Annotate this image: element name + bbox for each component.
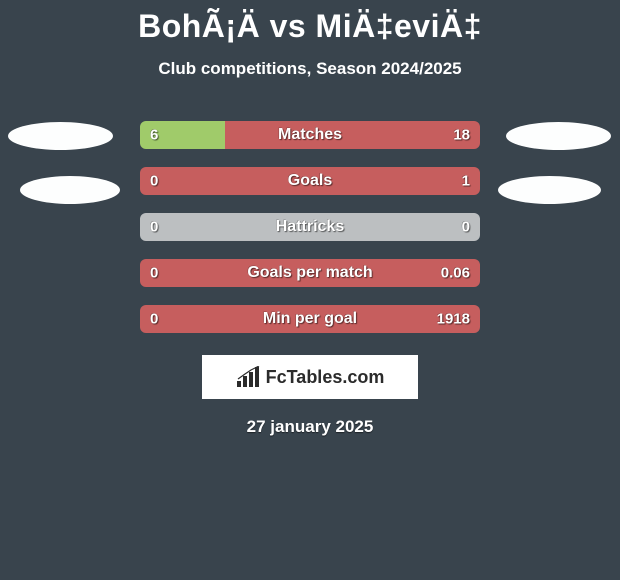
logo: FcTables.com <box>236 366 385 388</box>
stat-seg-right <box>140 259 480 287</box>
stat-value-left: 0 <box>150 173 158 190</box>
page-title: BohÃ¡Ä vs MiÄ‡eviÄ‡ <box>0 0 620 45</box>
stat-value-left: 0 <box>150 265 158 282</box>
stat-rows: Matches618Goals01Hattricks00Goals per ma… <box>0 121 620 333</box>
logo-box: FcTables.com <box>202 355 418 399</box>
stat-row: Goals per match00.06 <box>140 259 480 287</box>
stat-seg-right <box>140 305 480 333</box>
bars-icon <box>236 366 262 388</box>
stat-seg-right <box>225 121 480 149</box>
stat-row: Matches618 <box>140 121 480 149</box>
stat-value-right: 0.06 <box>441 265 470 282</box>
stat-row: Hattricks00 <box>140 213 480 241</box>
logo-text: FcTables.com <box>266 367 385 388</box>
stat-value-left: 0 <box>150 219 158 236</box>
stat-value-right: 0 <box>462 219 470 236</box>
stat-row: Goals01 <box>140 167 480 195</box>
stat-value-right: 18 <box>453 127 470 144</box>
stat-value-left: 0 <box>150 311 158 328</box>
stat-seg-right <box>140 213 480 241</box>
stat-value-right: 1918 <box>437 311 470 328</box>
stat-row: Min per goal01918 <box>140 305 480 333</box>
stat-value-right: 1 <box>462 173 470 190</box>
date-text: 27 january 2025 <box>0 417 620 437</box>
stat-value-left: 6 <box>150 127 158 144</box>
stat-seg-right <box>140 167 480 195</box>
page-subtitle: Club competitions, Season 2024/2025 <box>0 59 620 79</box>
